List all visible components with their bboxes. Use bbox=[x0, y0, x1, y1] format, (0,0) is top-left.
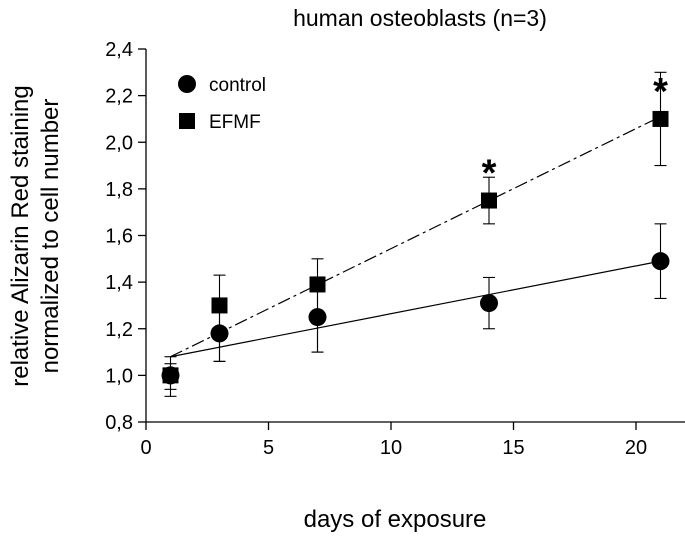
significance-star: * bbox=[653, 71, 668, 113]
efmf-point bbox=[652, 110, 669, 127]
legend-efmf-marker bbox=[179, 113, 195, 129]
y-tick-label: 0,8 bbox=[105, 412, 133, 434]
y-tick-label: 2,4 bbox=[105, 39, 133, 61]
efmf-point bbox=[481, 192, 497, 209]
y-tick-label: 1,4 bbox=[105, 272, 133, 294]
significance-star: * bbox=[482, 153, 497, 195]
y-axis-label: relative Alizarin Red staining normalize… bbox=[7, 85, 64, 387]
legend-control-marker bbox=[178, 75, 196, 93]
y-axis-label-line-2: normalized to cell number bbox=[37, 99, 64, 374]
x-tick-label: 15 bbox=[502, 437, 524, 459]
legend-efmf-label: EFMF bbox=[209, 112, 261, 133]
y-tick-label: 2,2 bbox=[105, 86, 133, 108]
control-point bbox=[308, 308, 327, 327]
x-tick-label: 5 bbox=[263, 437, 274, 459]
y-axis-label-line-1: relative Alizarin Red staining bbox=[7, 85, 34, 387]
x-tick-label: 20 bbox=[625, 437, 647, 459]
y-tick-label: 1,2 bbox=[105, 319, 133, 341]
y-tick-label: 1,0 bbox=[105, 365, 133, 387]
x-tick-label: 10 bbox=[380, 437, 402, 459]
x-tick-label: 0 bbox=[140, 437, 151, 459]
legend-control-label: control bbox=[209, 75, 266, 96]
y-tick-label: 2,0 bbox=[105, 132, 133, 154]
control-point bbox=[210, 324, 229, 343]
x-axis-label: days of exposure bbox=[304, 506, 487, 533]
efmf-fit-line bbox=[170, 116, 661, 358]
y-tick-label: 1,6 bbox=[105, 226, 133, 248]
y-tick-label: 1,8 bbox=[105, 179, 133, 201]
control-fit-line bbox=[170, 260, 661, 358]
plot-area: 0,8 1,0 1,2 1,4 1,6 1,8 2,0 2,2 2,4 0 5 10 15 20 * * con… bbox=[105, 39, 685, 459]
efmf-point bbox=[211, 297, 228, 314]
chart-title: human osteoblasts (n=3) bbox=[293, 5, 547, 31]
legend: control EFMF bbox=[178, 75, 266, 133]
efmf-point bbox=[309, 276, 326, 293]
control-point bbox=[651, 252, 670, 271]
efmf-point bbox=[162, 367, 179, 384]
control-point bbox=[480, 294, 498, 313]
